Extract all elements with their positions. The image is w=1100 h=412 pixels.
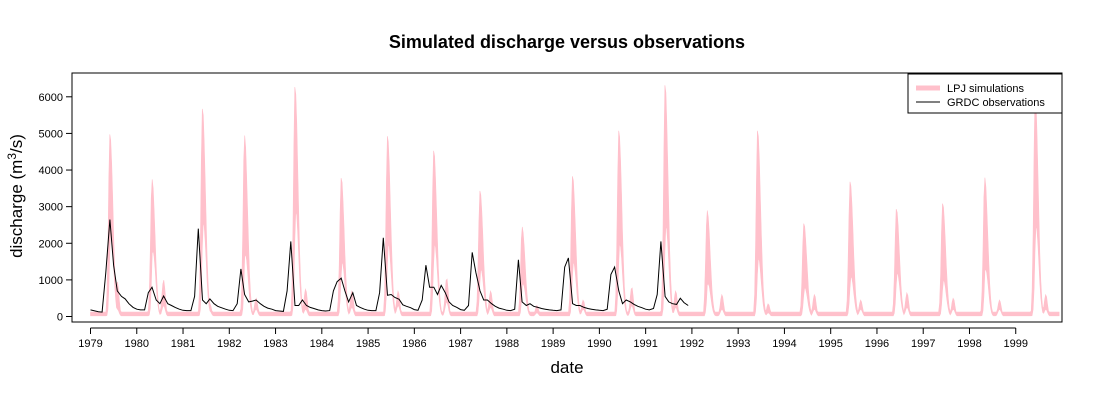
chart-title: Simulated discharge versus observations <box>389 32 745 52</box>
x-tick-label: 1999 <box>1003 338 1027 350</box>
x-tick-label: 1982 <box>217 338 241 350</box>
y-axis-label-main: discharge (m <box>7 160 26 258</box>
x-tick-label: 1984 <box>310 338 334 350</box>
x-tick-label: 1992 <box>680 338 704 350</box>
x-tick-label: 1988 <box>495 338 519 350</box>
x-tick-label: 1979 <box>78 338 102 350</box>
y-tick-label: 6000 <box>39 92 63 104</box>
legend-box <box>907 73 1063 114</box>
simulation-band <box>90 85 1060 317</box>
y-axis-label-sup: 3 <box>5 153 19 160</box>
x-tick-label: 1997 <box>911 338 935 350</box>
x-tick-label: 1998 <box>957 338 981 350</box>
legend-label-simulations: LPJ simulations <box>947 83 1025 95</box>
x-tick-label: 1990 <box>587 338 611 350</box>
y-axis-label-tail: /s) <box>7 134 26 153</box>
observation-line <box>90 219 689 313</box>
x-tick-label: 1980 <box>125 338 149 350</box>
y-axis: 0 1000 2000 3000 4000 5000 6000 <box>39 92 73 324</box>
simulation-band-layer <box>90 85 1060 317</box>
x-tick-label: 1996 <box>865 338 889 350</box>
x-tick-label: 1981 <box>171 338 195 350</box>
x-tick-label: 1994 <box>772 338 796 350</box>
x-tick-label: 1991 <box>633 338 657 350</box>
x-tick-label: 1989 <box>541 338 565 350</box>
y-tick-label: 3000 <box>39 202 63 214</box>
x-tick-label: 1987 <box>448 338 472 350</box>
x-tick-label: 1986 <box>402 338 426 350</box>
x-axis: 1979 1980 1981 1982 1983 1984 1985 1986 1987 1988… <box>78 327 1028 350</box>
observation-line-layer <box>90 219 689 313</box>
y-tick-label: 2000 <box>39 238 63 250</box>
legend-label-observations: GRDC observations <box>947 97 1045 109</box>
x-tick-label: 1995 <box>818 338 842 350</box>
y-tick-label: 1000 <box>39 275 63 287</box>
y-tick-label: 5000 <box>39 128 63 140</box>
y-axis-label: discharge (m3/s) <box>5 134 26 258</box>
legend: LPJ simulations GRDC observations <box>907 73 1063 114</box>
x-tick-label: 1993 <box>726 338 750 350</box>
y-tick-label: 0 <box>57 312 63 324</box>
y-tick-label: 4000 <box>39 165 63 177</box>
x-axis-label: date <box>550 358 583 377</box>
x-tick-label: 1983 <box>263 338 287 350</box>
x-tick-label: 1985 <box>356 338 380 350</box>
